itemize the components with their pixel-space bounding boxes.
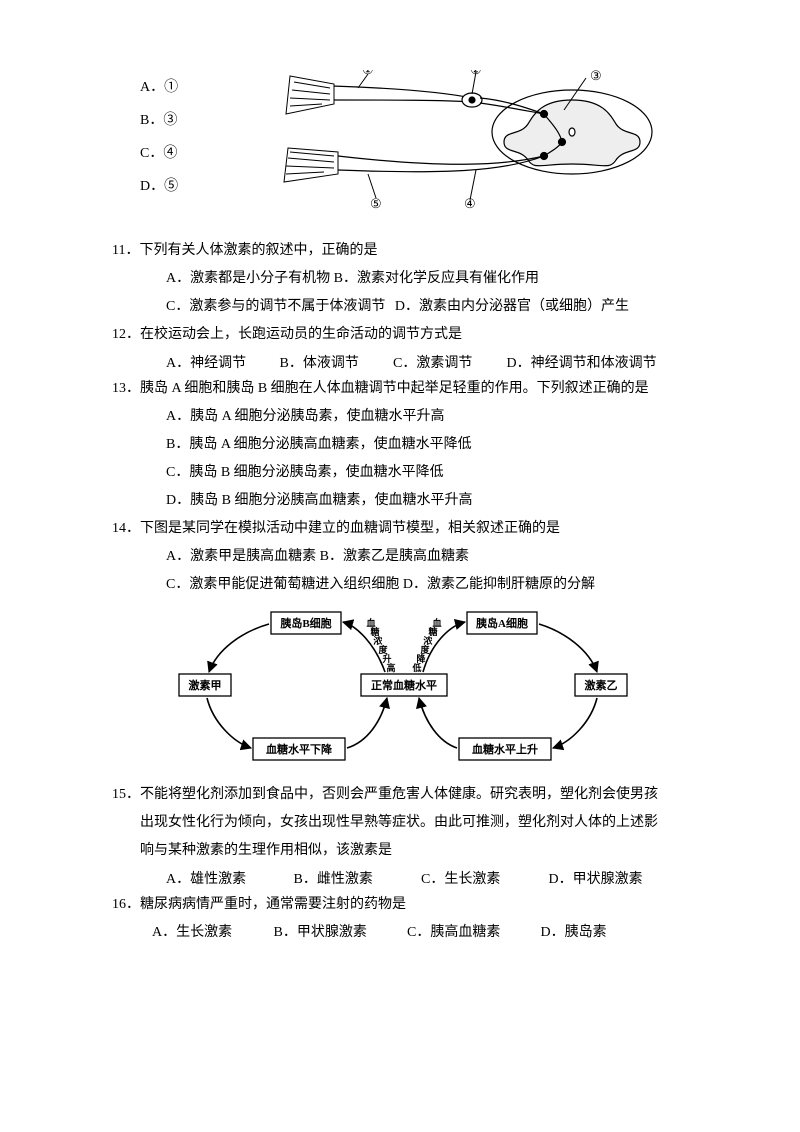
q12-option-c: C．激素调节 bbox=[393, 352, 503, 372]
q15-options: A．雄性激素 B．雌性激素 C．生长激素 D．甲状腺激素 bbox=[112, 868, 692, 888]
q11-option-a: A．激素都是小分子有机物 bbox=[166, 271, 330, 286]
q10-label-1: ① bbox=[362, 70, 374, 77]
q10-option-d: D．⑤ bbox=[140, 172, 178, 202]
q13-option-b: B．胰岛 A 细胞分泌胰高血糖素，使血糖水平降低 bbox=[112, 434, 692, 456]
q10-label-3: ③ bbox=[590, 70, 602, 83]
q11-options-row2: C．激素参与的调节不属于体液调节 D．激素由内分泌器官（或细胞）产生 bbox=[112, 296, 692, 318]
q16-stem: 16．糖尿病病情严重时，通常需要注射的药物是 bbox=[112, 894, 692, 916]
q10-option-c: C．④ bbox=[140, 139, 178, 169]
box-hjia: 激素甲 bbox=[189, 678, 222, 692]
q11-option-c: C．激素参与的调节不属于体液调节 bbox=[166, 299, 385, 314]
q14-option-a: A．激素甲是胰高血糖素 bbox=[166, 549, 316, 564]
q10-option-a: A．① bbox=[140, 73, 178, 103]
q14-options-row1: A．激素甲是胰高血糖素 B．激素乙是胰高血糖素 bbox=[112, 546, 692, 568]
q15-stem-line3: 响与某种激素的生理作用相似，该激素是 bbox=[112, 840, 692, 862]
box-hyi: 激素乙 bbox=[585, 678, 618, 692]
q10-label-5: ⑤ bbox=[370, 196, 382, 210]
q14-option-d: D．激素乙能抑制肝糖原的分解 bbox=[403, 577, 595, 592]
q14-option-c: C．激素甲能促进葡萄糖进入组织细胞 bbox=[166, 577, 399, 592]
q10-label-2: ② bbox=[470, 70, 482, 77]
q12-option-a: A．神经调节 bbox=[166, 352, 276, 372]
q14-option-b: B．激素乙是胰高血糖素 bbox=[320, 549, 469, 564]
q16-options: A．生长激素 B．甲状腺激素 C．胰高血糖素 D．胰岛素 bbox=[112, 922, 692, 944]
q10-option-b: B．③ bbox=[140, 106, 178, 136]
q11-option-b: B．激素对化学反应具有催化作用 bbox=[334, 271, 539, 286]
q15-stem-line1: 15．不能将塑化剂添加到食品中，否则会严重危害人体健康。研究表明，塑化剂会使男孩 bbox=[112, 784, 692, 806]
q11-stem: 11．下列有关人体激素的叙述中，正确的是 bbox=[112, 240, 692, 262]
q13-option-c: C．胰岛 B 细胞分泌胰岛素，使血糖水平降低 bbox=[112, 462, 692, 484]
q14-options-row2: C．激素甲能促进葡萄糖进入组织细胞 D．激素乙能抑制肝糖原的分解 bbox=[112, 574, 692, 596]
q15-option-b: B．雌性激素 bbox=[294, 868, 418, 888]
box-bcell: 胰岛B细胞 bbox=[279, 616, 331, 630]
q15-option-c: C．生长激素 bbox=[421, 868, 545, 888]
box-down: 血糖水平下降 bbox=[266, 742, 333, 756]
reflex-arc-diagram: ① ② ③ ④ ⑤ bbox=[272, 70, 662, 210]
q11-options-row1: A．激素都是小分子有机物 B．激素对化学反应具有催化作用 bbox=[112, 268, 692, 290]
q15-option-d: D．甲状腺激素 bbox=[549, 868, 643, 888]
q13-option-d: D．胰岛 B 细胞分泌胰高血糖素，使血糖水平升高 bbox=[112, 490, 692, 512]
q14-stem: 14．下图是某同学在模拟活动中建立的血糖调节模型，相关叙述正确的是 bbox=[112, 518, 692, 540]
q10-block: A．① B．③ C．④ D．⑤ bbox=[112, 70, 692, 230]
box-normal: 正常血糖水平 bbox=[371, 678, 437, 692]
q12-stem: 12．在校运动会上，长跑运动员的生命活动的调节方式是 bbox=[112, 324, 692, 346]
q12-option-d: D．神经调节和体液调节 bbox=[507, 352, 657, 372]
blood-sugar-model-diagram: 胰岛B细胞 激素甲 血糖水平下降 正常血糖水平 胰岛A细胞 激素乙 血糖水平上升 bbox=[167, 604, 637, 774]
q10-options: A．① B．③ C．④ D．⑤ bbox=[140, 70, 178, 205]
q12-option-b: B．体液调节 bbox=[280, 352, 390, 372]
q15-option-a: A．雄性激素 bbox=[166, 868, 290, 888]
q16-option-a: A．生长激素 bbox=[152, 922, 270, 944]
q16-option-c: C．胰高血糖素 bbox=[407, 922, 537, 944]
q10-label-4: ④ bbox=[464, 196, 476, 210]
q15-stem-line2: 出现女性化行为倾向，女孩出现性早熟等症状。由此可推测，塑化剂对人体的上述影 bbox=[112, 812, 692, 834]
q12-options: A．神经调节 B．体液调节 C．激素调节 D．神经调节和体液调节 bbox=[112, 352, 692, 372]
q13-stem: 13．胰岛 A 细胞和胰岛 B 细胞在人体血糖调节中起举足轻重的作用。下列叙述正… bbox=[112, 378, 692, 400]
q16-option-d: D．胰岛素 bbox=[541, 925, 607, 940]
box-acell: 胰岛A细胞 bbox=[475, 616, 528, 630]
q11-option-d: D．激素由内分泌器官（或细胞）产生 bbox=[395, 299, 629, 314]
box-up: 血糖水平上升 bbox=[472, 742, 538, 756]
q13-option-a: A．胰岛 A 细胞分泌胰岛素，使血糖水平升高 bbox=[112, 406, 692, 428]
q16-option-b: B．甲状腺激素 bbox=[274, 922, 404, 944]
label-fall: 血糖浓 度降低 bbox=[411, 617, 441, 673]
